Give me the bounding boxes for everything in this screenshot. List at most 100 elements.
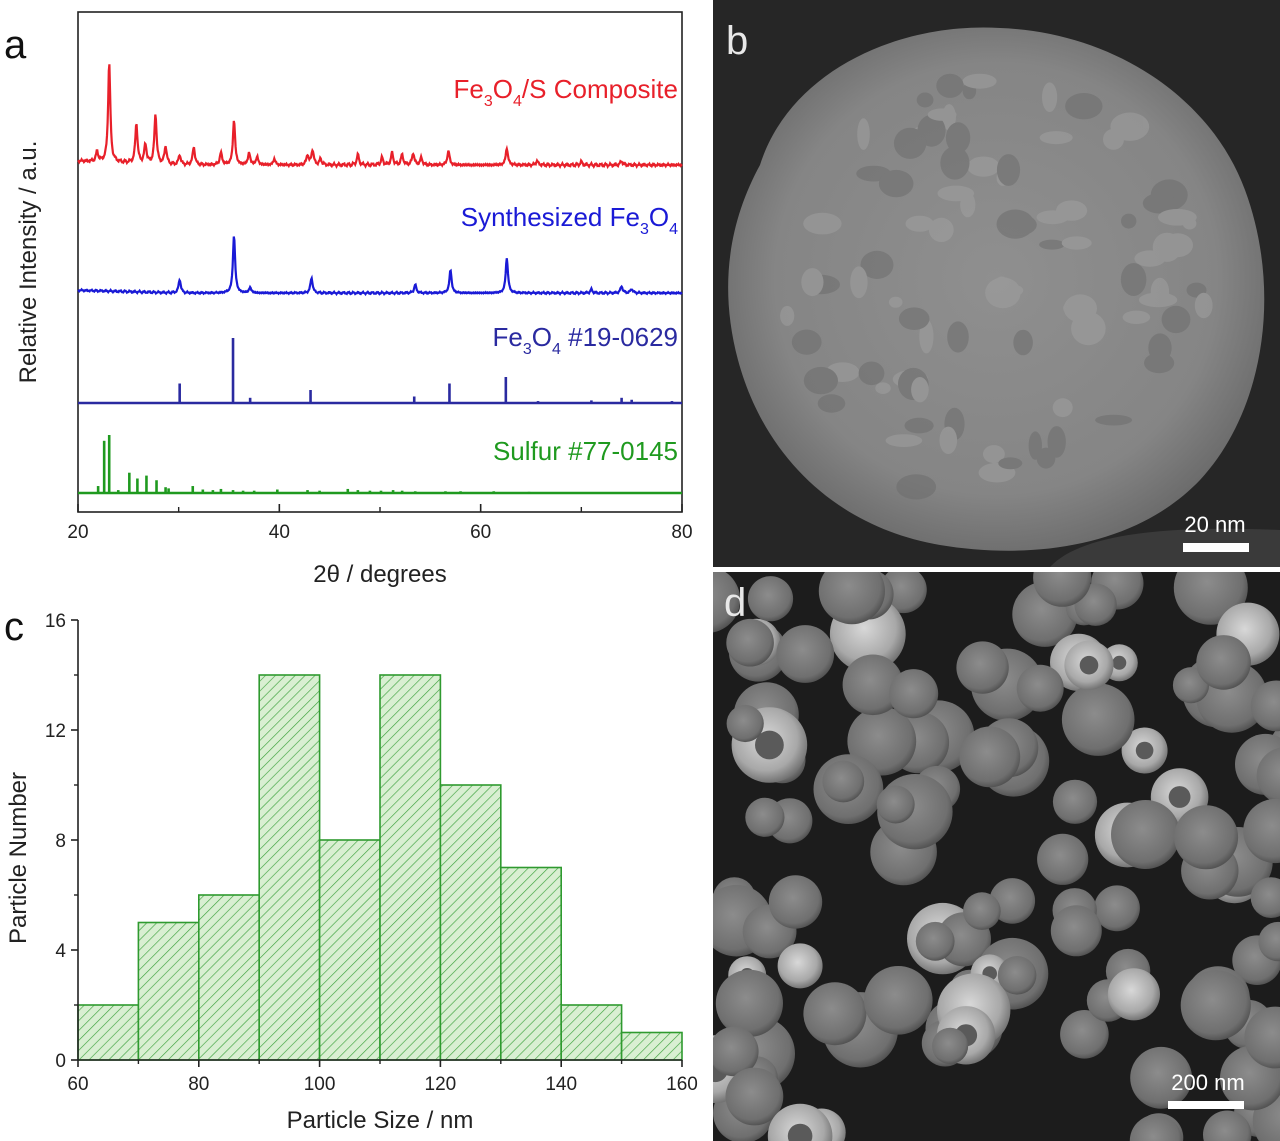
histogram-bar-110-120	[379, 674, 442, 1061]
stem-pore	[803, 366, 839, 395]
sem-particle	[777, 943, 823, 989]
stem-pore	[940, 146, 970, 180]
stem-pore	[1013, 329, 1033, 356]
sem-particle	[715, 969, 784, 1037]
sem-particle	[1203, 1110, 1252, 1141]
xrd-x-tick-label: 40	[269, 522, 290, 543]
stem-pore	[1138, 292, 1178, 308]
sem-particle	[745, 797, 785, 837]
histogram-y-tick-label: 12	[45, 721, 66, 742]
sem-particle	[713, 572, 741, 633]
sem-particle-core	[787, 1123, 813, 1141]
stem-pore	[885, 434, 923, 447]
sem-particles	[713, 572, 1280, 1141]
stem-pore	[1047, 426, 1066, 458]
xrd-pattern-composite	[77, 64, 683, 170]
stem-pore	[888, 296, 903, 308]
stem-pore	[1121, 213, 1137, 229]
stem-pore	[1194, 292, 1213, 319]
sem-particle	[1107, 968, 1160, 1021]
stem-pore	[860, 250, 894, 279]
sem-particle-core	[1079, 655, 1099, 675]
stem-pore	[1161, 305, 1191, 334]
stem-pore	[1061, 236, 1092, 250]
sem-particle	[1060, 1010, 1109, 1059]
stem-pore	[1036, 210, 1069, 225]
sem-particle	[803, 982, 867, 1046]
sem-particle	[725, 1067, 784, 1126]
sem-particle	[876, 785, 915, 824]
histogram-ticks: 60 80 100 120 140 160 0 4 8 12 16	[45, 611, 698, 1095]
sem-particle	[915, 921, 955, 961]
sem-particle	[956, 641, 1009, 694]
xrd-y-axis-title: Relative Intensity / a.u.	[15, 141, 42, 384]
sem-particle	[1037, 833, 1089, 885]
stem-pore	[780, 305, 795, 326]
xrd-pattern-synthesized	[77, 236, 683, 297]
stem-pore	[1095, 414, 1133, 426]
scale-bar-label-d: 200 nm	[1171, 1070, 1244, 1095]
xrd-label-reference_fe3o4: Fe3O4 #19-0629	[493, 322, 679, 358]
histogram-x-tick-label: 120	[425, 1074, 457, 1095]
histogram-bar-90-100	[258, 674, 321, 1061]
panel-label-c: c	[4, 605, 24, 649]
stem-pore	[998, 457, 1023, 470]
stem-pore	[936, 73, 964, 98]
sem-particle	[842, 654, 904, 716]
xrd-x-ticks: 20 40 60 80	[67, 504, 693, 543]
sem-particle	[818, 572, 885, 625]
scale-bar-d	[1168, 1101, 1244, 1109]
stem-pore	[817, 394, 846, 413]
stem-pore	[983, 445, 1005, 464]
sem-particle	[889, 669, 939, 719]
sem-particle	[1258, 921, 1280, 962]
histogram-y-axis-title: Particle Number	[5, 772, 32, 944]
sem-particle	[989, 878, 1036, 924]
histogram-x-tick-label: 60	[67, 1074, 88, 1095]
sem-particle-core	[1112, 655, 1127, 670]
sem-particle	[1033, 572, 1092, 607]
sem-particle	[1016, 664, 1064, 712]
stem-pore	[850, 266, 868, 299]
stem-pore	[1103, 128, 1124, 150]
sem-particle	[767, 1103, 833, 1141]
stem-pore	[1144, 352, 1175, 374]
sem-particle	[1174, 805, 1239, 870]
histogram-bars	[77, 674, 683, 1061]
histogram-bar-80-90	[198, 894, 261, 1061]
sem-particle	[1052, 779, 1098, 824]
stem-pore	[985, 277, 1021, 309]
histogram-bar-100-110	[318, 839, 381, 1061]
stem-pore	[939, 426, 958, 454]
stem-neighbor-particle	[1050, 528, 1280, 567]
stem-pore	[999, 213, 1037, 236]
stem-pore	[1065, 93, 1103, 120]
stem-pore	[928, 217, 954, 242]
sem-particle	[1180, 970, 1251, 1041]
stem-pore	[896, 474, 937, 500]
sem-particle	[713, 1026, 759, 1077]
xrd-series	[77, 64, 683, 495]
sem-particle	[1050, 905, 1102, 957]
stem-pore	[1039, 239, 1065, 250]
panel-label-d: d	[724, 581, 746, 625]
sem-particle	[1061, 683, 1135, 756]
histogram-x-tick-label: 140	[545, 1074, 577, 1095]
xrd-x-tick-label: 20	[67, 522, 88, 543]
sem-particle	[959, 726, 1021, 788]
sem-particle	[747, 576, 794, 622]
panel-label-a: a	[4, 23, 27, 67]
stem-pore	[857, 118, 870, 150]
histogram-bar-150-160	[620, 1031, 683, 1061]
xrd-label-sulfur: Sulfur #77-0145	[493, 436, 678, 466]
sem-particle	[864, 966, 933, 1035]
scale-bar-b	[1183, 543, 1249, 552]
sem-particle	[997, 956, 1037, 995]
sem-particle	[1243, 798, 1280, 864]
stem-pore	[1042, 82, 1058, 112]
stem-pore	[898, 307, 930, 331]
histogram-bar-140-150	[560, 1004, 623, 1061]
histogram-x-tick-label: 160	[666, 1074, 698, 1095]
stem-pore	[945, 122, 971, 154]
